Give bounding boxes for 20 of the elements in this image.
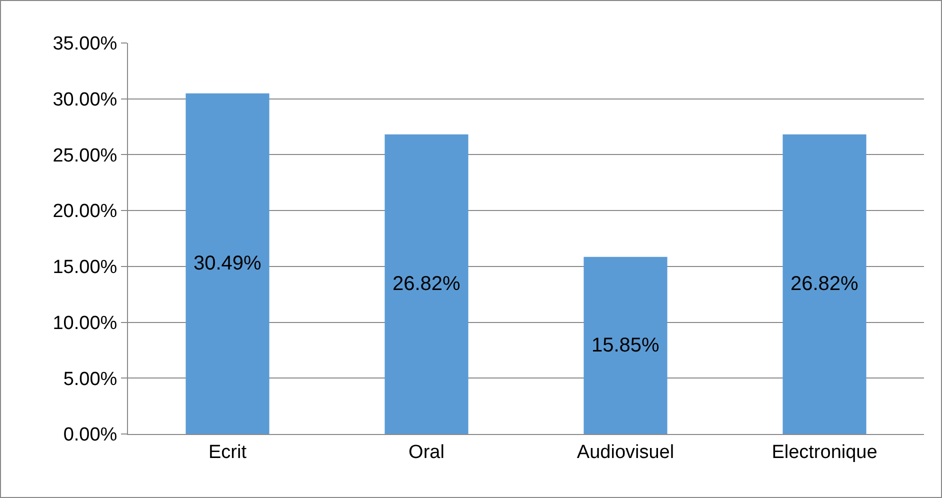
data-label: 26.82% <box>790 273 859 296</box>
bar <box>584 256 668 434</box>
x-tick-label: Audiovisuel <box>576 442 674 463</box>
y-tick-label: 30.00% <box>52 90 118 111</box>
y-tick-label: 20.00% <box>52 201 118 222</box>
data-label: 30.49% <box>193 252 262 275</box>
data-label: 15.85% <box>591 334 660 356</box>
y-tick-label: 10.00% <box>52 312 118 334</box>
y-tick-label: 5.00% <box>63 368 118 390</box>
bar <box>384 134 468 434</box>
y-tick-label: 0.00% <box>63 424 118 446</box>
bar <box>782 134 866 434</box>
y-tick-label: 15.00% <box>52 257 118 278</box>
x-tick-label: Ecrit <box>208 442 248 463</box>
x-tick-label: Electronique <box>772 442 878 463</box>
y-tick-label: 35.00% <box>52 34 118 55</box>
y-tick-label: 25.00% <box>52 145 118 166</box>
bar <box>186 93 270 434</box>
x-tick-label: Oral <box>408 442 444 463</box>
data-label: 26.82% <box>392 273 461 296</box>
